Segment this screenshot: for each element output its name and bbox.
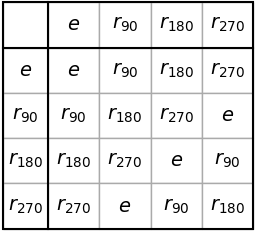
Bar [3, 48, 48, 93]
Text: $e$: $e$ [170, 151, 183, 170]
Text: $r_{90}$: $r_{90}$ [163, 197, 189, 216]
Bar [202, 93, 253, 138]
Text: $e$: $e$ [67, 15, 80, 34]
Bar [151, 2, 202, 48]
Bar [99, 93, 151, 138]
Bar [3, 138, 48, 183]
Text: $r_{90}$: $r_{90}$ [112, 61, 138, 80]
Bar [48, 48, 99, 93]
Bar [99, 138, 151, 183]
Bar [202, 2, 253, 48]
Bar [3, 183, 48, 229]
Text: $r_{90}$: $r_{90}$ [60, 106, 87, 125]
Text: $r_{270}$: $r_{270}$ [210, 15, 245, 34]
Bar [151, 183, 202, 229]
Text: $r_{180}$: $r_{180}$ [107, 106, 142, 125]
Text: $e$: $e$ [67, 61, 80, 80]
Text: $r_{90}$: $r_{90}$ [215, 151, 241, 170]
Bar [99, 2, 151, 48]
Text: $e$: $e$ [19, 61, 32, 80]
Bar [3, 2, 48, 48]
Text: $r_{180}$: $r_{180}$ [56, 151, 91, 170]
Text: $r_{270}$: $r_{270}$ [107, 151, 142, 170]
Text: $r_{270}$: $r_{270}$ [8, 197, 43, 216]
Bar [3, 93, 48, 138]
Text: $e$: $e$ [118, 197, 131, 216]
Bar [99, 183, 151, 229]
Bar [151, 138, 202, 183]
Bar [48, 183, 99, 229]
Text: $r_{90}$: $r_{90}$ [12, 106, 38, 125]
Text: $r_{180}$: $r_{180}$ [8, 151, 43, 170]
Bar [202, 138, 253, 183]
Bar [48, 2, 99, 48]
Bar [48, 93, 99, 138]
Text: $e$: $e$ [221, 106, 234, 125]
Text: $r_{270}$: $r_{270}$ [56, 197, 91, 216]
Text: $r_{180}$: $r_{180}$ [159, 61, 194, 80]
Bar [151, 48, 202, 93]
Bar [48, 138, 99, 183]
Bar [99, 48, 151, 93]
Text: $r_{270}$: $r_{270}$ [159, 106, 194, 125]
Text: $r_{180}$: $r_{180}$ [210, 197, 245, 216]
Bar [202, 183, 253, 229]
Text: $r_{90}$: $r_{90}$ [112, 15, 138, 34]
Bar [202, 48, 253, 93]
Bar [151, 93, 202, 138]
Text: $r_{270}$: $r_{270}$ [210, 61, 245, 80]
Text: $r_{180}$: $r_{180}$ [159, 15, 194, 34]
